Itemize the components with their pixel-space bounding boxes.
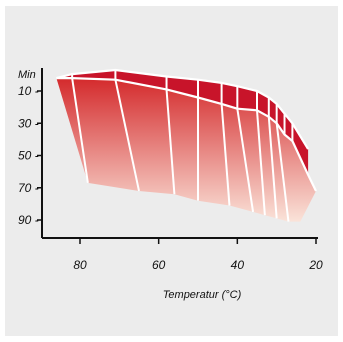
x-tick-label: 40 [231,258,245,272]
temperature-time-chart: 10 - 30 - 50 - 70 - 90 - 80 60 40 20 Min Tempera… [18,68,323,301]
front-divider [267,116,278,219]
front-divider [256,110,266,216]
front-divider [236,108,255,213]
top-surface [56,70,309,175]
y-tick-label: 30 - [18,116,39,130]
front-divider [71,77,89,184]
front-surface [56,78,317,222]
surface-layer [56,68,317,222]
y-tick-label: 10 - [18,84,39,98]
front-divider [114,79,140,192]
y-tick-label: 50 - [18,149,39,163]
front-edge [56,76,317,192]
front-divider [275,123,290,222]
front-divider [220,103,231,206]
y-tick-label: 70 - [18,181,39,195]
front-divider [165,89,176,195]
x-tick-label: 60 [152,258,166,272]
chart-panel: 10 - 30 - 50 - 70 - 90 - 80 60 40 20 Min Tempera… [5,6,338,336]
y-axis-title: Min [18,69,36,81]
x-axis-title: Temperatur (°C) [163,289,242,301]
x-tick-label: 80 [73,258,87,272]
x-tick-label: 20 [308,258,323,272]
axis-layer: 10 - 30 - 50 - 70 - 90 - 80 60 40 20 [18,68,323,272]
y-tick-label: 90 - [18,213,39,227]
